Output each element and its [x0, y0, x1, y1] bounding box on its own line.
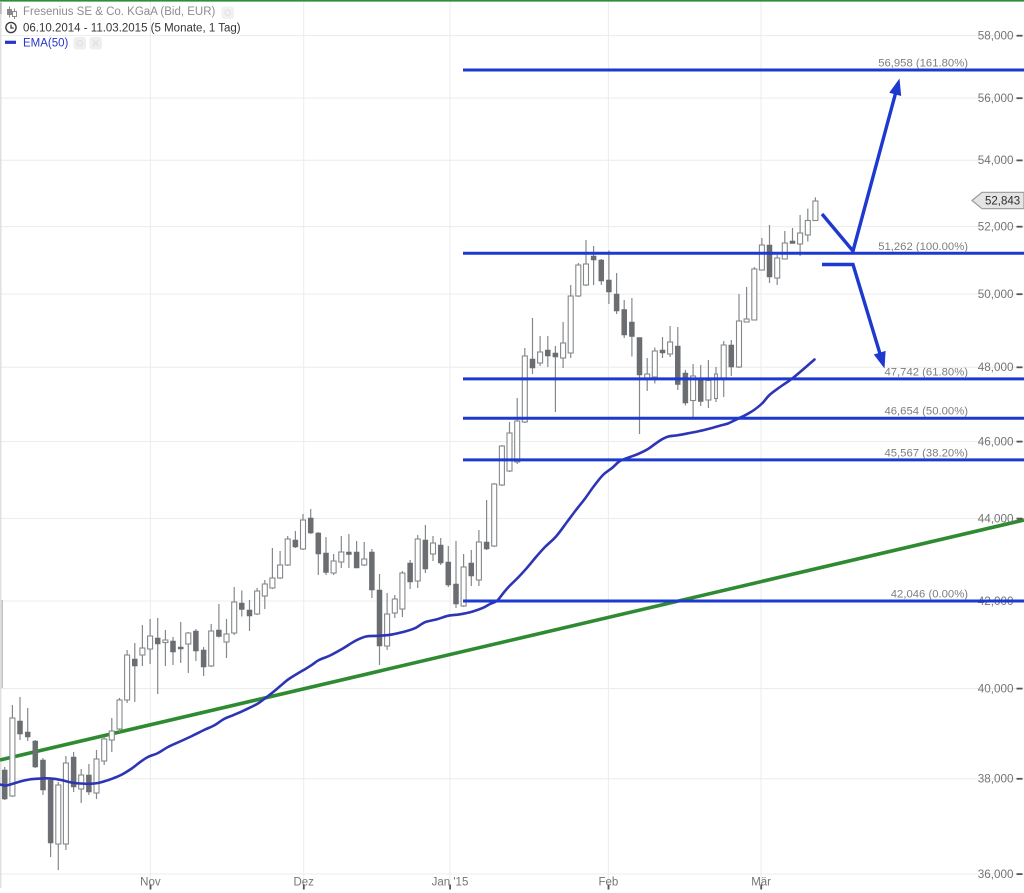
svg-text:46,000: 46,000	[978, 435, 1014, 448]
svg-text:45,567 (38.20%): 45,567 (38.20%)	[884, 447, 968, 459]
svg-text:52,843: 52,843	[985, 196, 1020, 208]
svg-text:Nov: Nov	[140, 877, 161, 889]
svg-text:54,000: 54,000	[978, 154, 1014, 167]
svg-text:58,000: 58,000	[978, 29, 1014, 42]
svg-text:50,000: 50,000	[978, 288, 1014, 301]
svg-text:42,046 (0.00%): 42,046 (0.00%)	[891, 589, 968, 601]
svg-text:47,742 (61.80%): 47,742 (61.80%)	[884, 366, 968, 378]
svg-text:06.10.2014 - 11.03.2015 (5 Mon: 06.10.2014 - 11.03.2015 (5 Monate, 1 Tag…	[23, 23, 241, 35]
svg-text:52,000: 52,000	[978, 220, 1014, 233]
svg-text:Feb: Feb	[598, 877, 618, 889]
svg-text:Mär: Mär	[751, 877, 771, 889]
svg-text:Dez: Dez	[293, 877, 314, 889]
svg-text:38,000: 38,000	[978, 773, 1014, 786]
svg-text:40,000: 40,000	[978, 682, 1014, 695]
svg-text:56,000: 56,000	[978, 92, 1014, 105]
svg-text:Jan '15: Jan '15	[432, 877, 469, 889]
svg-text:44,000: 44,000	[978, 512, 1014, 525]
svg-text:51,262 (100.00%): 51,262 (100.00%)	[878, 241, 968, 253]
svg-text:Fresenius SE & Co. KGaA (Bid,: Fresenius SE & Co. KGaA (Bid, EUR)	[23, 6, 216, 18]
svg-text:56,958 (161.80%): 56,958 (161.80%)	[878, 58, 968, 70]
svg-text:46,654 (50.00%): 46,654 (50.00%)	[884, 406, 968, 418]
svg-text:36,000: 36,000	[978, 868, 1014, 881]
svg-text:48,000: 48,000	[978, 361, 1014, 374]
svg-text:EMA(50): EMA(50)	[23, 38, 69, 50]
